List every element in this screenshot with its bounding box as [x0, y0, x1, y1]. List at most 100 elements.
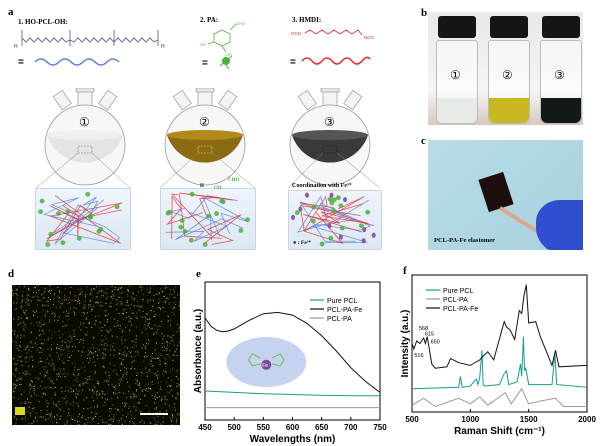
fe-dot	[50, 415, 52, 417]
fe-dot	[98, 349, 100, 351]
fe-dot	[59, 408, 60, 410]
fe-dot	[54, 316, 56, 318]
fe-dot	[157, 370, 159, 372]
pa-node	[214, 211, 219, 216]
fe-dot	[90, 289, 92, 291]
fe-dot	[68, 298, 70, 300]
fe-dot	[24, 357, 26, 359]
fe-dot	[132, 346, 134, 348]
fe-dot	[114, 386, 116, 388]
fe-dot	[79, 413, 80, 415]
fe-dot	[73, 404, 74, 406]
fe-dot	[57, 375, 59, 377]
fe-dot	[174, 306, 176, 308]
fe-dot	[133, 406, 135, 408]
fe-dot	[117, 289, 119, 291]
fe-legend: ● : Fe³⁺	[293, 240, 312, 246]
fe-dot	[141, 347, 143, 349]
fe-dot	[115, 369, 117, 371]
fe-dot	[71, 336, 73, 338]
fe-dot	[40, 348, 42, 349]
fe-dot	[153, 299, 154, 301]
fe-dot	[13, 293, 15, 294]
fe-dot	[29, 384, 31, 386]
fe-dot	[17, 359, 19, 361]
fe-dot	[41, 381, 43, 383]
pa-node	[331, 208, 336, 213]
fe-dot	[108, 384, 110, 386]
fe-dot	[33, 386, 35, 388]
fe-dot	[106, 338, 108, 340]
fe-dot	[28, 300, 30, 302]
fe-dot	[33, 407, 35, 409]
fe-dot	[89, 347, 91, 349]
fe-dot	[69, 356, 71, 358]
fe-dot	[91, 352, 92, 354]
fe-dot	[67, 346, 69, 348]
fe-dot	[81, 350, 83, 352]
pa-node	[165, 210, 171, 216]
fe-dot	[153, 315, 155, 317]
fe-dot	[67, 302, 69, 304]
fe-dot	[76, 369, 78, 370]
pa-oh: OH	[226, 52, 232, 57]
fe-dot	[44, 287, 46, 289]
fe-dot	[102, 295, 104, 297]
fe-dot	[161, 291, 163, 293]
fe-dot	[15, 369, 17, 371]
fe-dot	[144, 395, 146, 397]
fe-dot	[84, 366, 85, 368]
fe-dot	[98, 290, 100, 292]
fe-dot	[131, 417, 132, 419]
fe-dot	[164, 287, 166, 289]
fe-dot	[109, 411, 111, 413]
fe-dot	[36, 387, 38, 389]
fe-dot	[142, 298, 144, 300]
fe-dot	[39, 373, 41, 375]
fe-dot	[63, 410, 65, 412]
fe-dot	[40, 416, 42, 418]
fe-dot	[135, 407, 137, 409]
fe-dot	[127, 289, 129, 291]
fe-dot	[169, 336, 171, 338]
vial-cap	[438, 16, 476, 38]
fe-dot	[83, 399, 85, 401]
fe-dot	[112, 298, 114, 300]
fe-dot	[43, 324, 45, 326]
fe-dot	[153, 417, 155, 419]
peak-annotation: 516	[414, 353, 423, 359]
fe-dot	[70, 403, 72, 405]
fe-dot	[18, 372, 20, 374]
fe-dot	[58, 301, 60, 303]
fe-dot	[51, 397, 53, 399]
fe-dot	[13, 390, 15, 392]
fe-dot	[92, 308, 94, 310]
flask-number: ①	[79, 115, 90, 129]
fe-dot	[37, 349, 39, 351]
fe-dot	[110, 296, 112, 298]
fe-dot	[164, 398, 166, 400]
fe-dot	[165, 371, 167, 373]
fe-dot	[153, 285, 155, 287]
fe-dot	[147, 343, 149, 345]
flask-number: ②	[199, 115, 210, 129]
fe-dot	[26, 316, 28, 318]
fe-dot	[60, 348, 62, 350]
fe-dot	[119, 411, 121, 413]
fe-dot	[87, 408, 89, 410]
fe-dot	[101, 327, 103, 329]
fe-dot	[87, 331, 89, 333]
fe-dot	[89, 352, 90, 354]
fe-dot	[44, 394, 46, 396]
fe-dot	[128, 407, 130, 409]
fe-dot	[22, 290, 24, 292]
pcl-structure	[21, 30, 159, 46]
fe-dot	[144, 394, 146, 396]
fe-dot	[93, 399, 95, 401]
fe-dot	[179, 301, 180, 303]
fe-dot	[58, 358, 60, 360]
fe-dot	[44, 288, 46, 290]
fe-dot	[92, 352, 94, 354]
fe-dot	[66, 422, 68, 424]
fe-dot	[142, 311, 144, 312]
